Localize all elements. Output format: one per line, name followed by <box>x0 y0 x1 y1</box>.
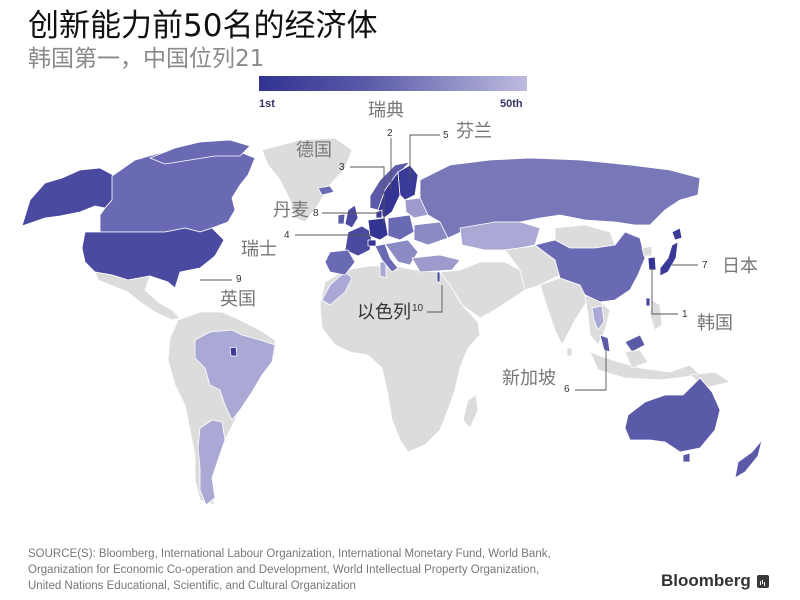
south-korea <box>647 256 657 271</box>
chart-title: 创新能力前50名的经济体 <box>28 8 378 44</box>
label-finland: 芬兰 <box>456 121 492 142</box>
brazil <box>194 329 276 421</box>
usa <box>81 227 225 289</box>
tunisia <box>379 261 387 279</box>
label-germany: 德国 <box>296 140 332 161</box>
canada-arctic <box>149 139 251 165</box>
sri-lanka <box>566 347 573 357</box>
russia <box>419 157 701 239</box>
borneo <box>624 349 649 369</box>
iberia <box>324 249 356 276</box>
leader-korea <box>651 268 678 315</box>
rank-israel: 10 <box>412 303 424 314</box>
rank-singapore: 6 <box>564 384 570 395</box>
new-zealand <box>734 439 763 479</box>
rank-finland: 5 <box>443 130 449 141</box>
mexico <box>94 271 181 321</box>
source-line-3: United Nations Educational, Scientific, … <box>28 580 356 592</box>
israel <box>436 271 441 283</box>
greenland <box>261 137 353 223</box>
argentina <box>197 419 226 506</box>
world-map <box>21 134 763 506</box>
taiwan <box>645 297 651 307</box>
kazakhstan <box>459 221 541 251</box>
japan <box>659 241 679 277</box>
turkey <box>411 254 461 273</box>
malaysia-borneo <box>624 334 646 353</box>
tasmania <box>682 452 691 463</box>
rank-germany: 3 <box>339 162 345 173</box>
label-sweden: 瑞典 <box>368 100 404 121</box>
rank-korea: 1 <box>682 309 688 320</box>
label-japan: 日本 <box>722 256 758 277</box>
chart-subtitle: 韩国第一，中国位列21 <box>28 46 265 72</box>
brand-name: Bloomberg <box>661 571 751 590</box>
finland <box>397 164 419 201</box>
morocco <box>321 271 353 306</box>
source-line-2: Organization for Economic Co-operation a… <box>28 564 540 576</box>
rank-uk: 9 <box>236 274 242 285</box>
india <box>539 277 589 346</box>
poland-central-europe <box>387 214 415 241</box>
label-denmark: 丹麦 <box>273 200 309 221</box>
malaysia-peninsula <box>599 334 611 353</box>
rank-switzerland: 4 <box>284 230 290 241</box>
leader-germany <box>350 166 385 225</box>
uk <box>344 204 359 229</box>
label-uk: 英国 <box>220 289 256 310</box>
bloomberg-logo: Bloomberg <box>661 571 769 591</box>
label-israel: 以色列 <box>357 302 411 323</box>
japan-hokkaido <box>671 227 683 241</box>
germany <box>367 217 389 241</box>
leader-israel <box>427 285 443 313</box>
label-switzerland: 瑞士 <box>241 239 277 260</box>
denmark <box>375 209 383 219</box>
leader-singapore <box>575 350 607 391</box>
chart-bubble-icon <box>756 574 769 588</box>
china <box>534 231 646 303</box>
thailand <box>591 305 605 331</box>
iceland <box>317 185 335 196</box>
source-line-1: SOURCE(S): Bloomberg, International Labo… <box>28 548 551 560</box>
indonesia <box>589 351 701 381</box>
legend-max-label: 50th <box>500 98 523 110</box>
madagascar <box>462 394 479 429</box>
ireland <box>337 213 346 225</box>
switzerland <box>367 239 377 247</box>
australia <box>624 377 721 453</box>
leader-finland <box>409 134 440 180</box>
middle-east <box>439 261 526 319</box>
label-singapore: 新加坡 <box>502 368 556 389</box>
philippines <box>649 299 663 331</box>
french-guiana <box>229 346 238 357</box>
ukraine <box>413 221 449 246</box>
north-korea <box>641 245 653 257</box>
source-note: SOURCE(S): Bloomberg, International Labo… <box>28 546 648 594</box>
legend-min-label: 1st <box>259 98 275 110</box>
legend-gradient-bar <box>259 76 527 91</box>
label-korea: 韩国 <box>697 313 733 334</box>
rank-denmark: 8 <box>313 208 319 219</box>
rank-sweden: 2 <box>387 128 393 139</box>
rank-japan: 7 <box>702 260 708 271</box>
